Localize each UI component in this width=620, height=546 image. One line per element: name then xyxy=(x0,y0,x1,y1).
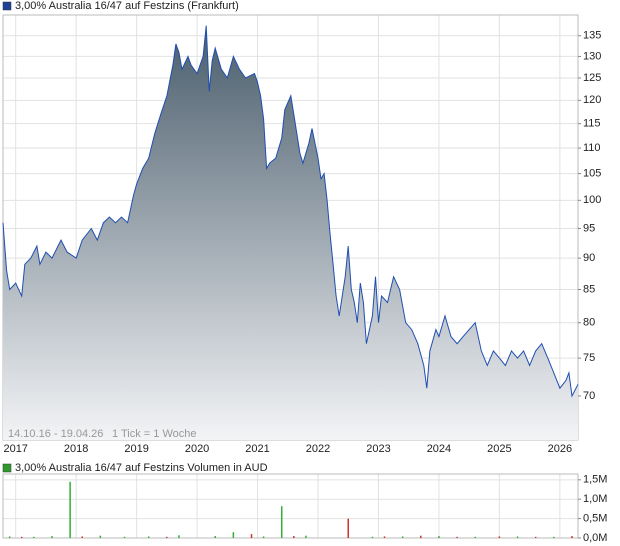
volume-bar xyxy=(347,518,349,538)
y-tick-label: 90 xyxy=(583,252,595,264)
volume-bar xyxy=(33,536,35,538)
volume-bar xyxy=(516,536,519,538)
volume-bar xyxy=(232,532,235,538)
volume-bar xyxy=(293,536,295,538)
volume-bar xyxy=(69,481,71,538)
x-tick-label: 2025 xyxy=(487,443,511,455)
volume-bar xyxy=(147,536,150,538)
legend-label: 3,00% Australia 16/47 auf Festzins (Fran… xyxy=(15,0,239,12)
y-tick-label: 0,0M xyxy=(583,532,607,544)
volume-bar xyxy=(214,536,216,538)
x-tick-label: 2020 xyxy=(185,443,209,455)
x-tick-label: 2018 xyxy=(64,443,88,455)
line xyxy=(2,25,579,398)
legend-swatch xyxy=(2,1,12,11)
volume-bar xyxy=(178,535,180,538)
volume-bar xyxy=(20,536,23,538)
y-tick-label: 135 xyxy=(583,30,601,42)
volume-bar xyxy=(456,536,458,538)
legend-swatch xyxy=(2,463,12,473)
volume-bar xyxy=(498,536,501,538)
volume-bar xyxy=(305,535,307,538)
volume-bar xyxy=(81,536,83,538)
watermark: HECK xyxy=(332,228,389,250)
volume-bar xyxy=(8,536,11,538)
volume-bar xyxy=(383,536,386,538)
y-tick-label: 130 xyxy=(583,50,601,62)
volume-bar xyxy=(280,506,283,538)
x-tick-label: 2023 xyxy=(366,443,390,455)
y-tick-label: 75 xyxy=(583,352,595,364)
y-tick-label: 100 xyxy=(583,194,601,206)
y-tick-label: 0,5M xyxy=(583,513,607,525)
volume-bar xyxy=(474,536,476,538)
y-tick-label: 105 xyxy=(583,167,601,179)
volume-bar xyxy=(123,536,126,538)
y-tick-label: 120 xyxy=(583,94,601,106)
volume-bar xyxy=(166,536,168,538)
volume-bar xyxy=(250,534,253,538)
x-tick-label: 2022 xyxy=(306,443,330,455)
x-tick-label: 2026 xyxy=(548,443,572,455)
x-tick-label: 2021 xyxy=(245,443,269,455)
x-tick-label: 2019 xyxy=(124,443,148,455)
volume-bar xyxy=(262,536,265,538)
y-tick-label: 1,5M xyxy=(583,474,607,486)
y-tick-label: 85 xyxy=(583,283,595,295)
y-tick-label: 80 xyxy=(583,317,595,329)
volume-panel xyxy=(2,473,579,539)
volume-bar xyxy=(571,536,573,538)
volume-bar xyxy=(534,536,537,538)
volume-bar xyxy=(401,536,404,538)
y-tick-label: 95 xyxy=(583,222,595,234)
period-label: 14.10.16 - 19.04.26 xyxy=(8,428,103,440)
x-tick-label: 2017 xyxy=(3,443,27,455)
volume-bar xyxy=(420,535,422,538)
y-tick-label: 1,0M xyxy=(583,493,607,505)
y-tick-label: 110 xyxy=(583,142,601,154)
volume-bar xyxy=(438,536,440,538)
volume-bar xyxy=(51,536,53,538)
tick-note: 1 Tick = 1 Woche xyxy=(112,428,196,440)
x-tick-label: 2024 xyxy=(427,443,451,455)
volume-bar xyxy=(371,536,374,538)
volume-bar xyxy=(553,536,555,538)
area xyxy=(3,25,578,440)
y-tick-label: 70 xyxy=(583,390,595,402)
y-tick-label: 125 xyxy=(583,72,601,84)
legend-label: 3,00% Australia 16/47 auf Festzins Volum… xyxy=(15,462,268,474)
y-tick-label: 115 xyxy=(583,118,601,130)
volume-bar xyxy=(99,535,102,538)
